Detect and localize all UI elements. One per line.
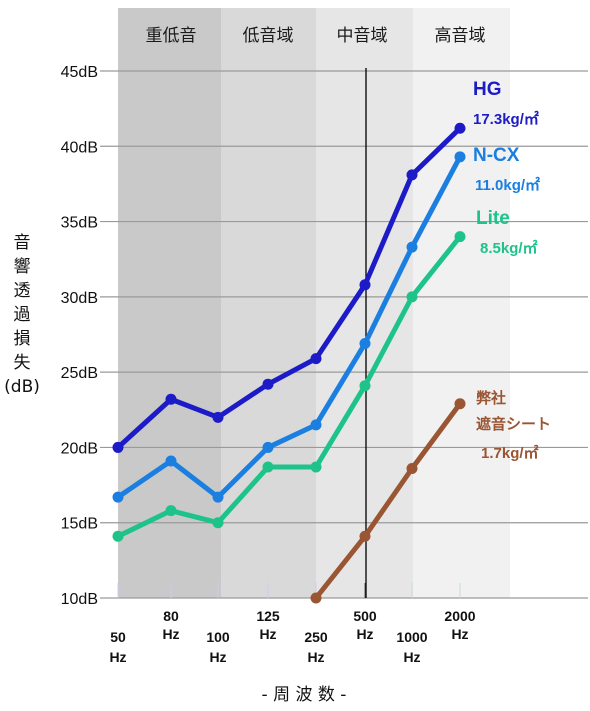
- series-weight: 17.3kg/㎡: [473, 110, 539, 128]
- data-point: [112, 441, 124, 453]
- series-line: [115, 125, 463, 450]
- x-tick-unit: Hz: [403, 649, 420, 665]
- data-point: [112, 491, 124, 503]
- x-tick-label: 125: [256, 608, 280, 624]
- y-axis-label: (dB): [4, 377, 40, 397]
- y-tick-label: 10dB: [61, 591, 98, 608]
- data-point: [454, 122, 466, 134]
- series-line: [313, 401, 463, 601]
- y-axis-label: 失: [14, 353, 31, 373]
- series-weight: 11.0kg/㎡: [475, 176, 540, 194]
- data-point: [165, 393, 177, 405]
- band-1: [221, 8, 316, 598]
- y-axis-label: 透: [14, 281, 31, 301]
- x-tick-label: 1000: [396, 629, 427, 645]
- x-tick-label: 2000: [444, 608, 475, 624]
- series-line: [115, 154, 463, 500]
- x-tick-label: 100: [206, 629, 230, 645]
- data-point: [310, 419, 322, 431]
- series-name: Lite: [476, 208, 510, 229]
- data-point: [310, 592, 322, 604]
- x-tick-label: 50: [110, 629, 126, 645]
- y-tick-label: 40dB: [61, 139, 98, 156]
- y-axis-label: 響: [14, 257, 31, 277]
- data-point: [454, 231, 466, 243]
- data-point: [212, 491, 224, 503]
- data-point: [359, 338, 371, 350]
- data-point: [112, 530, 124, 542]
- data-point: [310, 353, 322, 365]
- series-weight: 1.7kg/㎡: [481, 444, 539, 462]
- grid: [100, 68, 588, 599]
- data-point: [406, 291, 418, 303]
- x-tick-unit: Hz: [162, 626, 179, 642]
- x-tick-unit: Hz: [259, 626, 276, 642]
- x-tick-label: 80: [163, 608, 179, 624]
- data-point: [165, 505, 177, 517]
- y-tick-label: 35dB: [61, 215, 98, 232]
- x-tick-unit: Hz: [451, 626, 468, 642]
- series-lines: [112, 122, 466, 604]
- data-point: [262, 441, 274, 453]
- data-point: [454, 151, 466, 163]
- band-label: 重低音: [146, 26, 197, 46]
- data-point: [262, 378, 274, 390]
- y-axis-label: 過: [14, 305, 31, 325]
- band-2: [316, 8, 413, 598]
- band-label: 高音域: [435, 26, 486, 46]
- data-point: [359, 530, 371, 542]
- y-axis-label: 音: [14, 233, 31, 253]
- data-point: [310, 461, 322, 473]
- series-name: N-CX: [473, 145, 520, 166]
- x-tick-unit: Hz: [356, 626, 373, 642]
- y-tick-label: 25dB: [61, 365, 98, 382]
- series-name: 弊社: [476, 389, 506, 407]
- data-point: [359, 279, 371, 291]
- data-point: [454, 398, 466, 410]
- series-name: 遮音シート: [476, 415, 551, 433]
- x-tick-unit: Hz: [209, 649, 226, 665]
- series-name: HG: [473, 79, 502, 100]
- band-3: [413, 8, 510, 598]
- data-point: [406, 241, 418, 253]
- data-point: [165, 455, 177, 467]
- series-labels: HG 17.3kg/㎡ N-CX 11.0kg/㎡ Lite 8.5kg/㎡弊社遮音シート…: [473, 79, 551, 462]
- x-tick-unit: Hz: [109, 649, 126, 665]
- y-tick-label: 20dB: [61, 440, 98, 457]
- band-label: 中音域: [337, 26, 388, 46]
- frequency-bands: 重低音 低音域 中音域 高音域: [118, 8, 510, 598]
- y-tick-label: 45dB: [61, 64, 98, 81]
- band-0: [118, 8, 221, 598]
- x-axis-label: - 周 波 数 -: [262, 685, 347, 705]
- data-point: [406, 169, 418, 181]
- y-axis-label: 損: [14, 329, 31, 349]
- axes: 10dB 15dB 20dB 25dB 30dB 35dB 40dB 45dB 50 Hz 80 Hz…: [4, 64, 476, 705]
- data-point: [212, 411, 224, 423]
- data-point: [262, 461, 274, 473]
- series-weight: 8.5kg/㎡: [480, 239, 538, 257]
- series-line: [115, 234, 463, 539]
- data-point: [406, 463, 418, 475]
- data-point: [212, 517, 224, 529]
- y-tick-label: 15dB: [61, 516, 98, 533]
- x-tick-label: 500: [353, 608, 377, 624]
- data-point: [359, 380, 371, 392]
- x-tick-label: 250: [304, 629, 328, 645]
- band-label: 低音域: [243, 26, 294, 46]
- x-tick-unit: Hz: [307, 649, 324, 665]
- y-tick-label: 30dB: [61, 290, 98, 307]
